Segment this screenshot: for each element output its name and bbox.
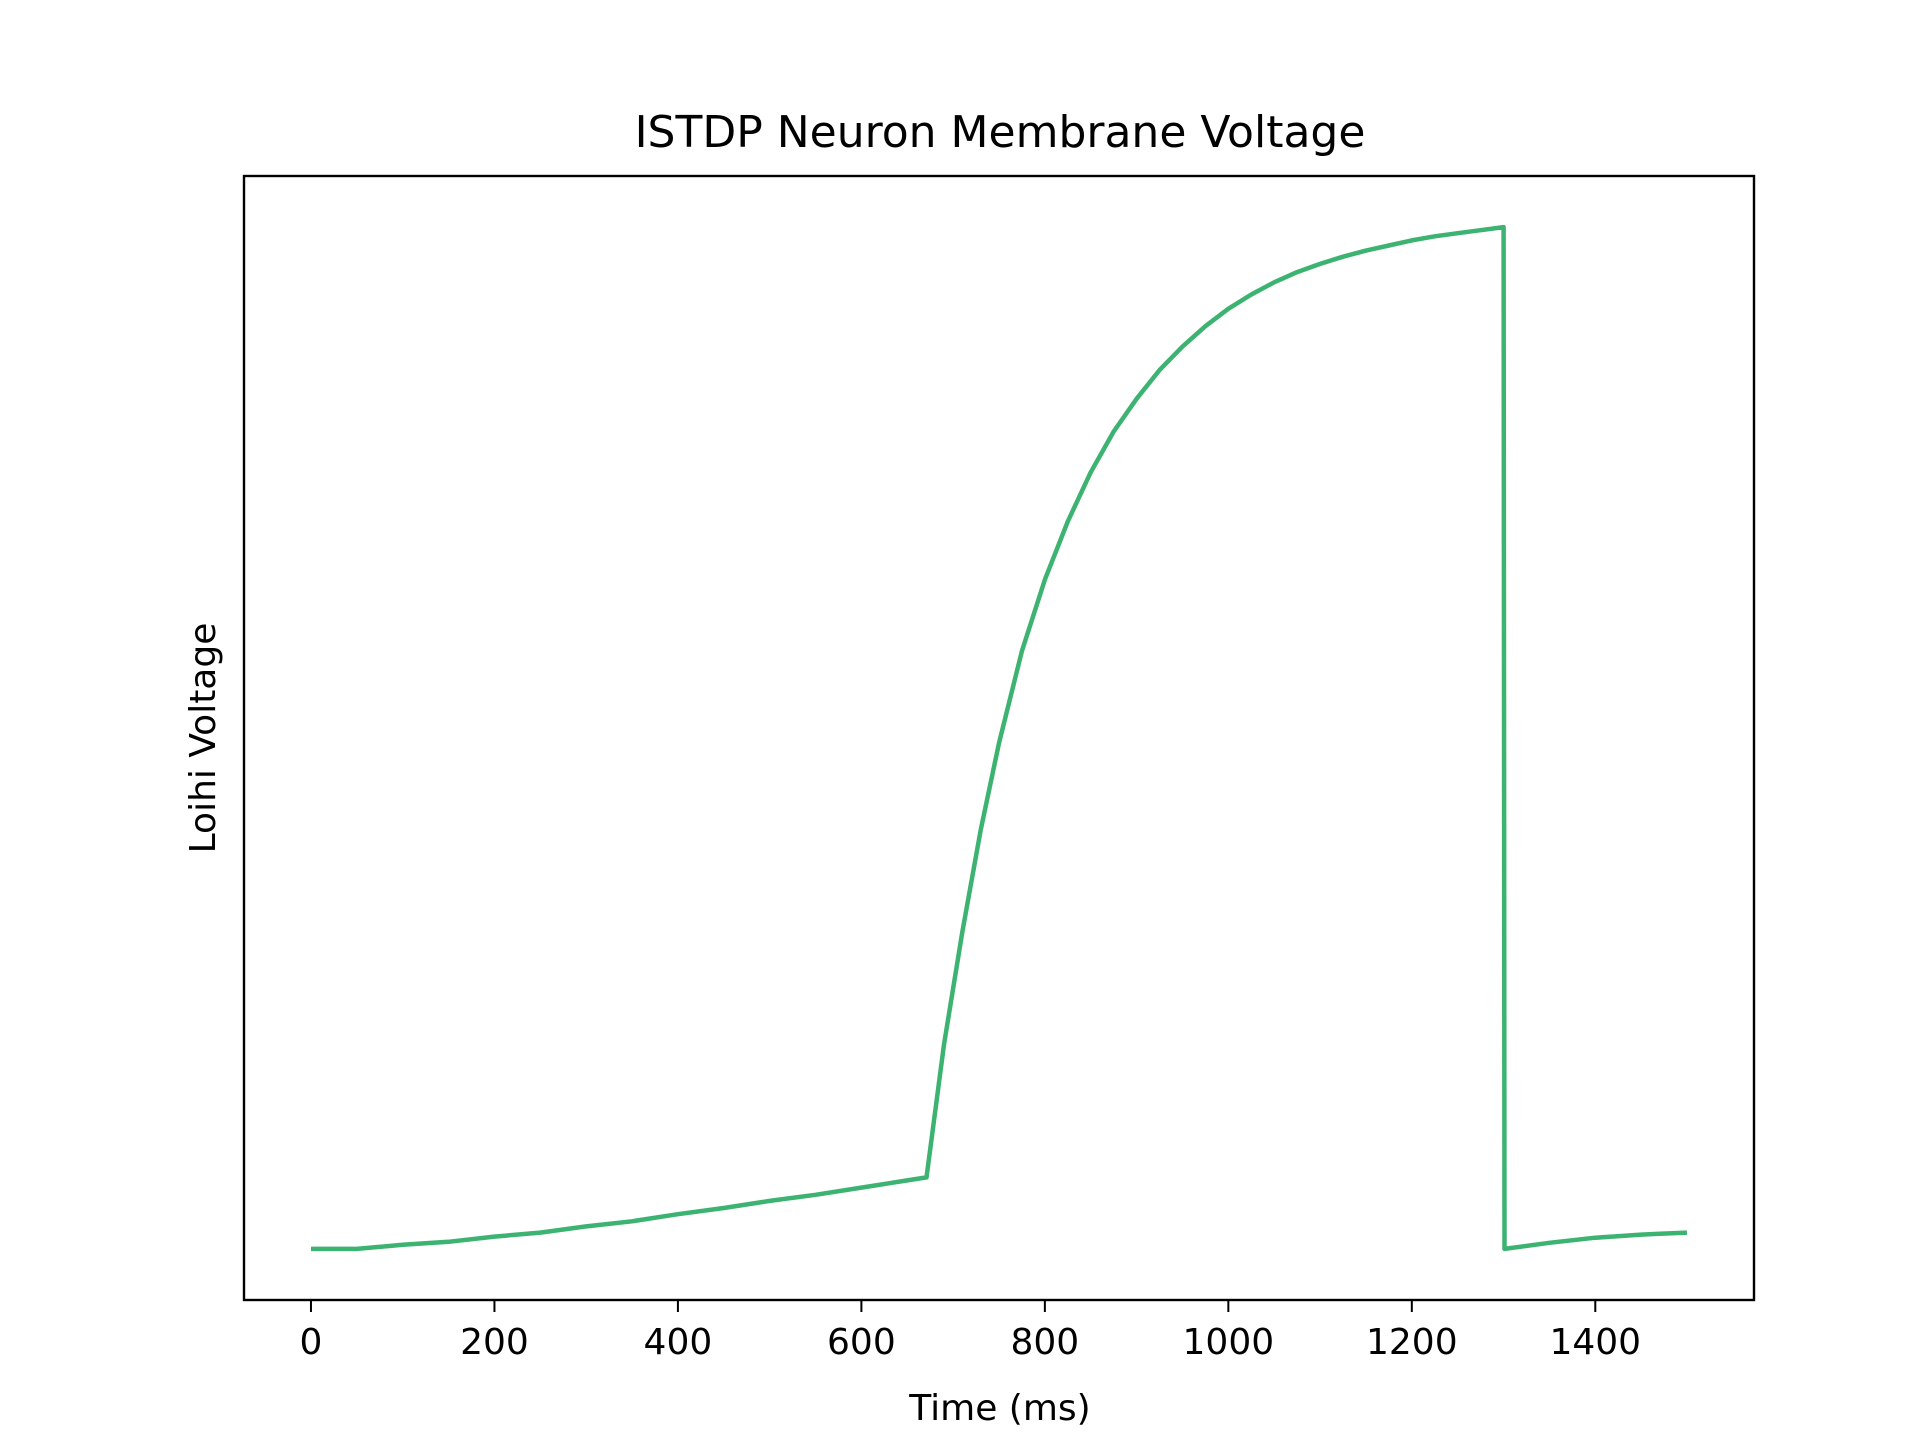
x-tick-label: 600 [827, 1322, 896, 1363]
x-axis-ticks: 0 200 400 600 800 1000 1200 1400 [300, 1300, 1641, 1363]
x-axis-label: Time (ms) [908, 1388, 1090, 1429]
x-tick-label: 400 [644, 1322, 713, 1363]
x-tick-label: 1200 [1366, 1322, 1458, 1363]
chart-title: ISTDP Neuron Membrane Voltage [635, 107, 1366, 158]
plot-area-frame [242, 174, 1756, 1302]
series-layer [311, 224, 1688, 1252]
x-tick-label: 200 [460, 1322, 529, 1363]
series-line-0 [311, 224, 1688, 1252]
x-tick-label: 1000 [1183, 1322, 1275, 1363]
x-tick-label: 800 [1011, 1322, 1080, 1363]
x-tick-label: 1400 [1549, 1322, 1641, 1363]
y-axis-label: Loihi Voltage [183, 623, 224, 854]
x-tick-label: 0 [300, 1322, 323, 1363]
